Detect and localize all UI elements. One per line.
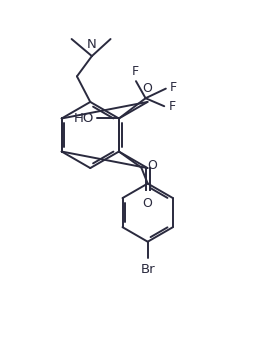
Text: N: N [87, 38, 97, 51]
Text: F: F [170, 80, 177, 93]
Text: HO: HO [73, 112, 94, 125]
Text: O: O [148, 160, 158, 173]
Text: O: O [143, 197, 152, 210]
Text: F: F [132, 65, 139, 78]
Text: O: O [143, 82, 152, 95]
Text: Br: Br [140, 263, 155, 276]
Text: F: F [169, 100, 176, 113]
